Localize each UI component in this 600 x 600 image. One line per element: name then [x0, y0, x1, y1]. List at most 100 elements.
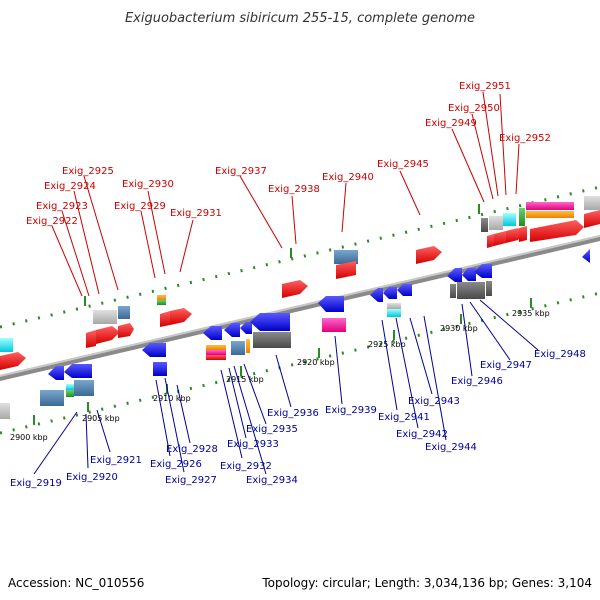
kbp-tick-marks: [33, 204, 532, 425]
genome-summary: Topology: circular; Length: 3,034,136 bp…: [261, 576, 592, 590]
gene: [387, 303, 401, 309]
kbp-label: 2905 kbp: [82, 414, 120, 423]
gene-arrow: [142, 343, 166, 357]
gene: [253, 332, 291, 348]
gene: [157, 300, 166, 305]
gene: [0, 338, 13, 352]
gene-label: Exig_2940: [322, 172, 374, 183]
gene: [526, 202, 574, 210]
gene: [74, 380, 94, 396]
gene-label: Exig_2951: [459, 81, 511, 92]
top-leader-lines: [51, 91, 520, 297]
gene: [489, 216, 503, 230]
gene: [322, 318, 346, 332]
gene-arrow: [160, 311, 170, 327]
genome-axis-highlight: [0, 235, 600, 377]
gene-arrow: [282, 280, 308, 298]
gene-arrow: [118, 323, 134, 338]
gene: [481, 218, 488, 232]
forward-strand-genes: [0, 196, 600, 370]
kbp-label: 2920 kbp: [297, 358, 335, 367]
gene-label: Exig_2924: [44, 181, 96, 192]
gene-label: Exig_2932: [220, 461, 272, 472]
gene-arrow: [96, 326, 120, 344]
gene-label: Exig_2929: [114, 201, 166, 212]
bottom-gene-labels: Exig_2919 Exig_2920 Exig_2921 Exig_2926 …: [10, 349, 586, 489]
gene: [153, 362, 167, 376]
gene-label: Exig_2948: [534, 349, 586, 360]
gene: [519, 208, 525, 226]
gene: [206, 350, 226, 355]
gene: [387, 309, 401, 317]
gene-label: Exig_2947: [480, 360, 532, 371]
gene-arrow: [48, 366, 64, 380]
gene-label: Exig_2936: [267, 408, 319, 419]
gene-arrow: [318, 296, 344, 312]
accession-text: Accession: NC_010556: [8, 576, 144, 590]
gene: [450, 284, 456, 298]
reverse-strand-genes: [0, 249, 590, 419]
gene-arrow: [397, 284, 412, 296]
gene-label: Exig_2930: [122, 179, 174, 190]
gene-label: Exig_2943: [408, 396, 460, 407]
gene: [40, 390, 64, 406]
gene-label: Exig_2928: [166, 444, 218, 455]
gene-arrow: [462, 268, 476, 281]
gene: [526, 211, 574, 218]
kbp-label: 2925 kbp: [368, 340, 406, 349]
gene-label: Exig_2922: [26, 216, 78, 227]
kbp-label: 2910 kbp: [153, 394, 191, 403]
gene-arrow: [86, 330, 96, 348]
gene-arrow: [170, 308, 192, 325]
gene-arrow: [0, 352, 26, 370]
gene: [93, 310, 117, 324]
map-title: Exiguobacterium sibiricum 255-15, comple…: [125, 11, 475, 26]
gene: [118, 306, 130, 319]
gene: [503, 213, 516, 226]
bottom-leader-lines: [33, 299, 539, 475]
kbp-label: 2935 kbp: [512, 309, 550, 318]
gene-label: Exig_2942: [396, 429, 448, 440]
gene-arrow: [383, 287, 397, 299]
gene-arrow: [584, 210, 600, 228]
gene-arrow: [224, 323, 240, 337]
gene-arrow: [416, 246, 442, 264]
gene: [584, 196, 600, 210]
gene: [334, 250, 358, 264]
gene-arrow: [530, 220, 584, 242]
gene: [246, 339, 250, 353]
gene-arrow: [64, 364, 92, 378]
gene: [157, 295, 166, 300]
gene-label: Exig_2919: [10, 478, 62, 489]
gene: [206, 355, 226, 360]
gene: [66, 390, 74, 397]
gene-label: Exig_2949: [425, 118, 477, 129]
gene-label: Exig_2946: [451, 376, 503, 387]
gene-label: Exig_2941: [378, 412, 430, 423]
gene-label: Exig_2931: [170, 208, 222, 219]
gene-arrow: [336, 261, 356, 279]
kbp-label: 2915 kbp: [226, 375, 264, 384]
gene-label: Exig_2945: [377, 159, 429, 170]
gene: [231, 341, 245, 355]
gene-label: Exig_2920: [66, 472, 118, 483]
gene-label: Exig_2950: [448, 103, 500, 114]
gene-arrow: [519, 226, 527, 242]
gene: [457, 282, 485, 299]
gene: [66, 384, 74, 390]
gene-arrow: [203, 326, 222, 340]
gene-label: Exig_2921: [90, 455, 142, 466]
gene-label: Exig_2938: [268, 184, 320, 195]
gene-label: Exig_2935: [246, 424, 298, 435]
gene-arrow: [447, 268, 462, 282]
kbp-label: 2930 kbp: [440, 324, 478, 333]
gene: [486, 281, 492, 296]
gene-arrow: [474, 264, 492, 278]
kbp-label: 2900 kbp: [10, 433, 48, 442]
gene-label: Exig_2923: [36, 201, 88, 212]
gene-arrow: [582, 249, 590, 263]
top-gene-labels: Exig_2922 Exig_2923 Exig_2924 Exig_2925 …: [26, 81, 551, 227]
gene-label: Exig_2937: [215, 166, 267, 177]
gene-label: Exig_2939: [325, 405, 377, 416]
